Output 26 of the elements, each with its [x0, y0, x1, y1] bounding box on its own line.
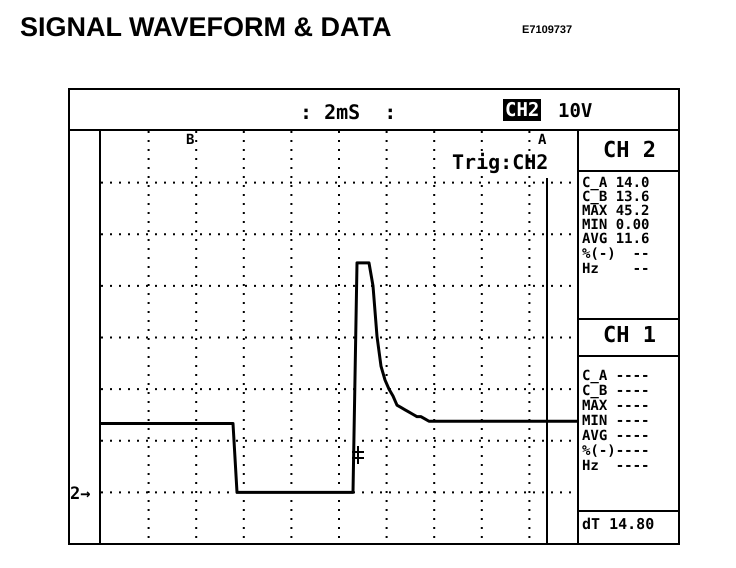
text: AVG ---- — [582, 428, 650, 444]
text: B — [186, 132, 194, 148]
text: dT 14.80 — [582, 515, 654, 533]
text: MAX 45.2 — [582, 203, 650, 219]
text: 10V — [558, 100, 592, 122]
text: A — [538, 132, 546, 148]
text: C_B 13.6 — [582, 189, 650, 205]
text: MAX ---- — [582, 398, 650, 414]
text: : 2mS : — [300, 100, 396, 124]
text: C_B ---- — [582, 383, 650, 399]
text: Hz ---- — [582, 458, 650, 474]
text: CH 2 — [603, 138, 656, 163]
text: 2→ — [70, 484, 90, 504]
text: MIN ---- — [582, 413, 650, 429]
text: %(-) -- — [582, 246, 650, 262]
text: AVG 11.6 — [582, 231, 650, 247]
chart-subtitle: E7109737 — [522, 24, 572, 36]
text: Hz -- — [582, 261, 650, 277]
text: %(-)---- — [582, 443, 650, 459]
text: CH2 — [503, 99, 542, 121]
chart-title: SIGNAL WAVEFORM & DATA — [20, 12, 392, 43]
text: Trig:CH2 — [452, 150, 548, 174]
text: MIN 0.00 — [582, 217, 650, 233]
text: C_A ---- — [582, 368, 650, 384]
text: C_A 14.0 — [582, 175, 650, 191]
text: CH 1 — [603, 323, 656, 348]
